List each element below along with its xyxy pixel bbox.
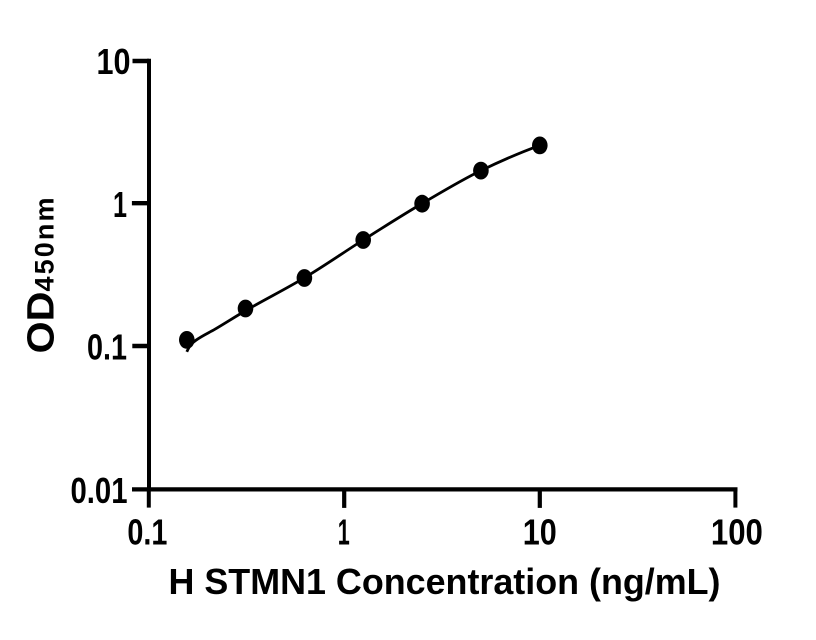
svg-text:0.01: 0.01 — [71, 470, 128, 511]
svg-text:H STMN1 Concentration (ng/mL): H STMN1 Concentration (ng/mL) — [169, 561, 721, 602]
svg-text:0.1: 0.1 — [87, 327, 127, 368]
svg-text:OD450nm: OD450nm — [20, 198, 62, 354]
svg-text:10: 10 — [97, 41, 131, 82]
svg-text:10: 10 — [523, 512, 557, 553]
svg-text:1: 1 — [113, 184, 127, 225]
svg-text:1: 1 — [338, 512, 350, 553]
svg-text:0.1: 0.1 — [127, 512, 167, 553]
svg-text:100: 100 — [711, 512, 763, 553]
